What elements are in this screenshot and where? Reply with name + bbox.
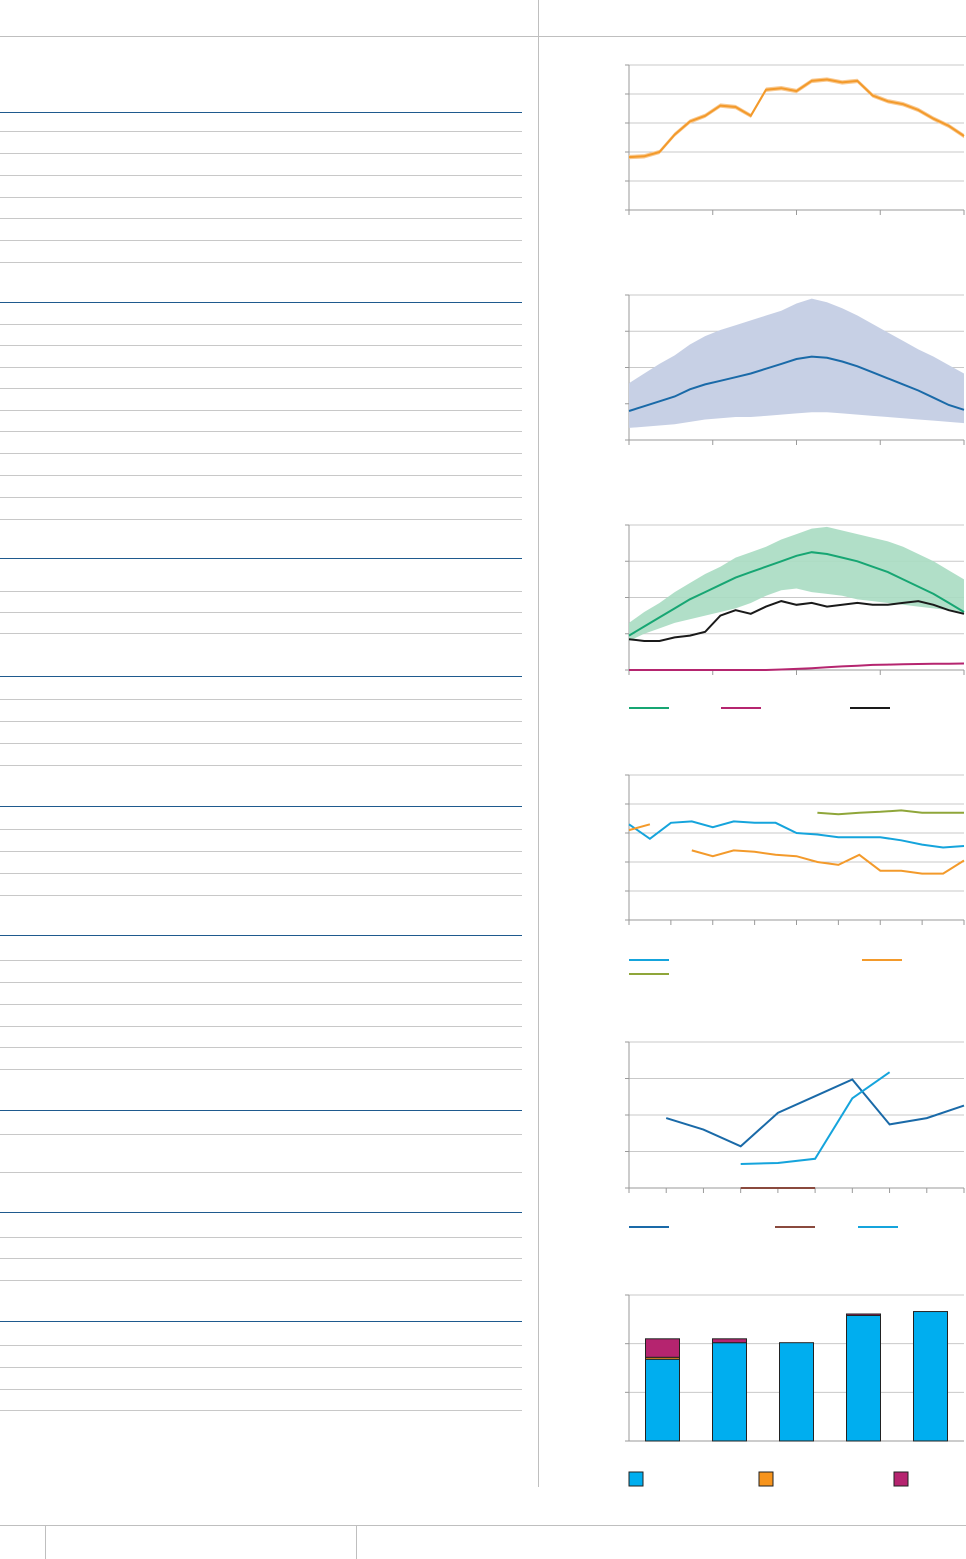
table-row-rule — [0, 388, 522, 389]
chart-1 — [625, 64, 965, 215]
legend-swatch-cyan — [628, 1471, 644, 1487]
bar-segment-magenta — [645, 1338, 680, 1358]
section-rule — [0, 676, 522, 677]
range-band — [629, 526, 964, 641]
bar-segment-cyan — [846, 1314, 881, 1442]
table-row-rule — [0, 829, 522, 830]
section-rule — [0, 1212, 522, 1213]
table-row-rule — [0, 1237, 522, 1238]
table-row-rule — [0, 345, 522, 346]
table-row-rule — [0, 1026, 522, 1027]
range-band — [629, 298, 964, 428]
table-row-rule — [0, 591, 522, 592]
legend-swatch-magenta — [893, 1471, 909, 1487]
table-row-rule — [0, 175, 522, 176]
chart-6 — [625, 1294, 964, 1487]
series-line — [628, 355, 965, 412]
table-row-rule — [0, 410, 522, 411]
table-row-rule — [0, 1389, 522, 1390]
bar-segment-cyan — [645, 1358, 680, 1442]
table-row-rule — [0, 1004, 522, 1005]
table-row-rule — [0, 1172, 522, 1173]
series-line-green — [628, 551, 965, 637]
chart-5 — [625, 1041, 965, 1228]
table-row-rule — [0, 1367, 522, 1368]
table-row-rule — [0, 240, 522, 241]
bar-segment-magenta — [846, 1313, 881, 1316]
table-row-rule — [0, 873, 522, 874]
table-row-rule — [0, 1258, 522, 1259]
section-rule — [0, 1110, 522, 1111]
table-row-rule — [0, 431, 522, 432]
footer-rule — [0, 1525, 966, 1526]
table-row-rule — [0, 153, 522, 154]
series-line-olive — [817, 809, 964, 816]
table-row-rule — [0, 519, 522, 520]
series-line-blue — [665, 1078, 965, 1148]
table-row-rule — [0, 1410, 522, 1411]
confidence-band — [629, 77, 964, 160]
series-line-cyan — [628, 820, 965, 849]
table-row-rule — [0, 895, 522, 896]
series-line-black — [628, 600, 965, 642]
table-row-rule — [0, 633, 522, 634]
table-row-rule — [0, 765, 522, 766]
footer-divider-left — [45, 1525, 46, 1559]
chart-2 — [625, 294, 965, 445]
table-row-rule — [0, 982, 522, 983]
table-row-rule — [0, 218, 522, 219]
chart-4 — [625, 774, 965, 975]
table-row-rule — [0, 497, 522, 498]
legend-swatch-orange — [758, 1471, 774, 1487]
table-row-rule — [0, 324, 522, 325]
series-line-orange — [691, 849, 965, 875]
table-row-rule — [0, 131, 522, 132]
section-rule — [0, 558, 522, 559]
chart-3 — [625, 524, 965, 709]
table-row-rule — [0, 197, 522, 198]
footer-divider-right — [356, 1525, 357, 1559]
table-row-rule — [0, 851, 522, 852]
table-row-rule — [0, 743, 522, 744]
table-row-rule — [0, 1345, 522, 1346]
table-row-rule — [0, 262, 522, 263]
table-row-rule — [0, 960, 522, 961]
series-line — [628, 78, 965, 159]
table-row-rule — [0, 1047, 522, 1048]
table-row-rule — [0, 1069, 522, 1070]
table-row-rule — [0, 1134, 522, 1135]
table-row-rule — [0, 453, 522, 454]
bar-segment-cyan — [779, 1342, 814, 1442]
table-row-rule — [0, 475, 522, 476]
series-line-cyan — [740, 1071, 891, 1165]
column-divider — [538, 0, 539, 1487]
section-rule — [0, 302, 522, 303]
table-row-rule — [0, 367, 522, 368]
section-rule — [0, 806, 522, 807]
bar-segment-magenta — [712, 1338, 747, 1344]
bar-segment-cyan — [712, 1342, 747, 1442]
series-line-magenta — [629, 662, 965, 671]
table-row-rule — [0, 1280, 522, 1281]
section-rule — [0, 935, 522, 936]
table-row-rule — [0, 699, 522, 700]
table-row-rule — [0, 721, 522, 722]
section-rule — [0, 112, 522, 113]
bar-segment-cyan — [913, 1311, 948, 1442]
table-row-rule — [0, 612, 522, 613]
section-rule — [0, 1321, 522, 1322]
top-rule — [0, 36, 966, 37]
series-line-orange-short — [628, 823, 651, 832]
